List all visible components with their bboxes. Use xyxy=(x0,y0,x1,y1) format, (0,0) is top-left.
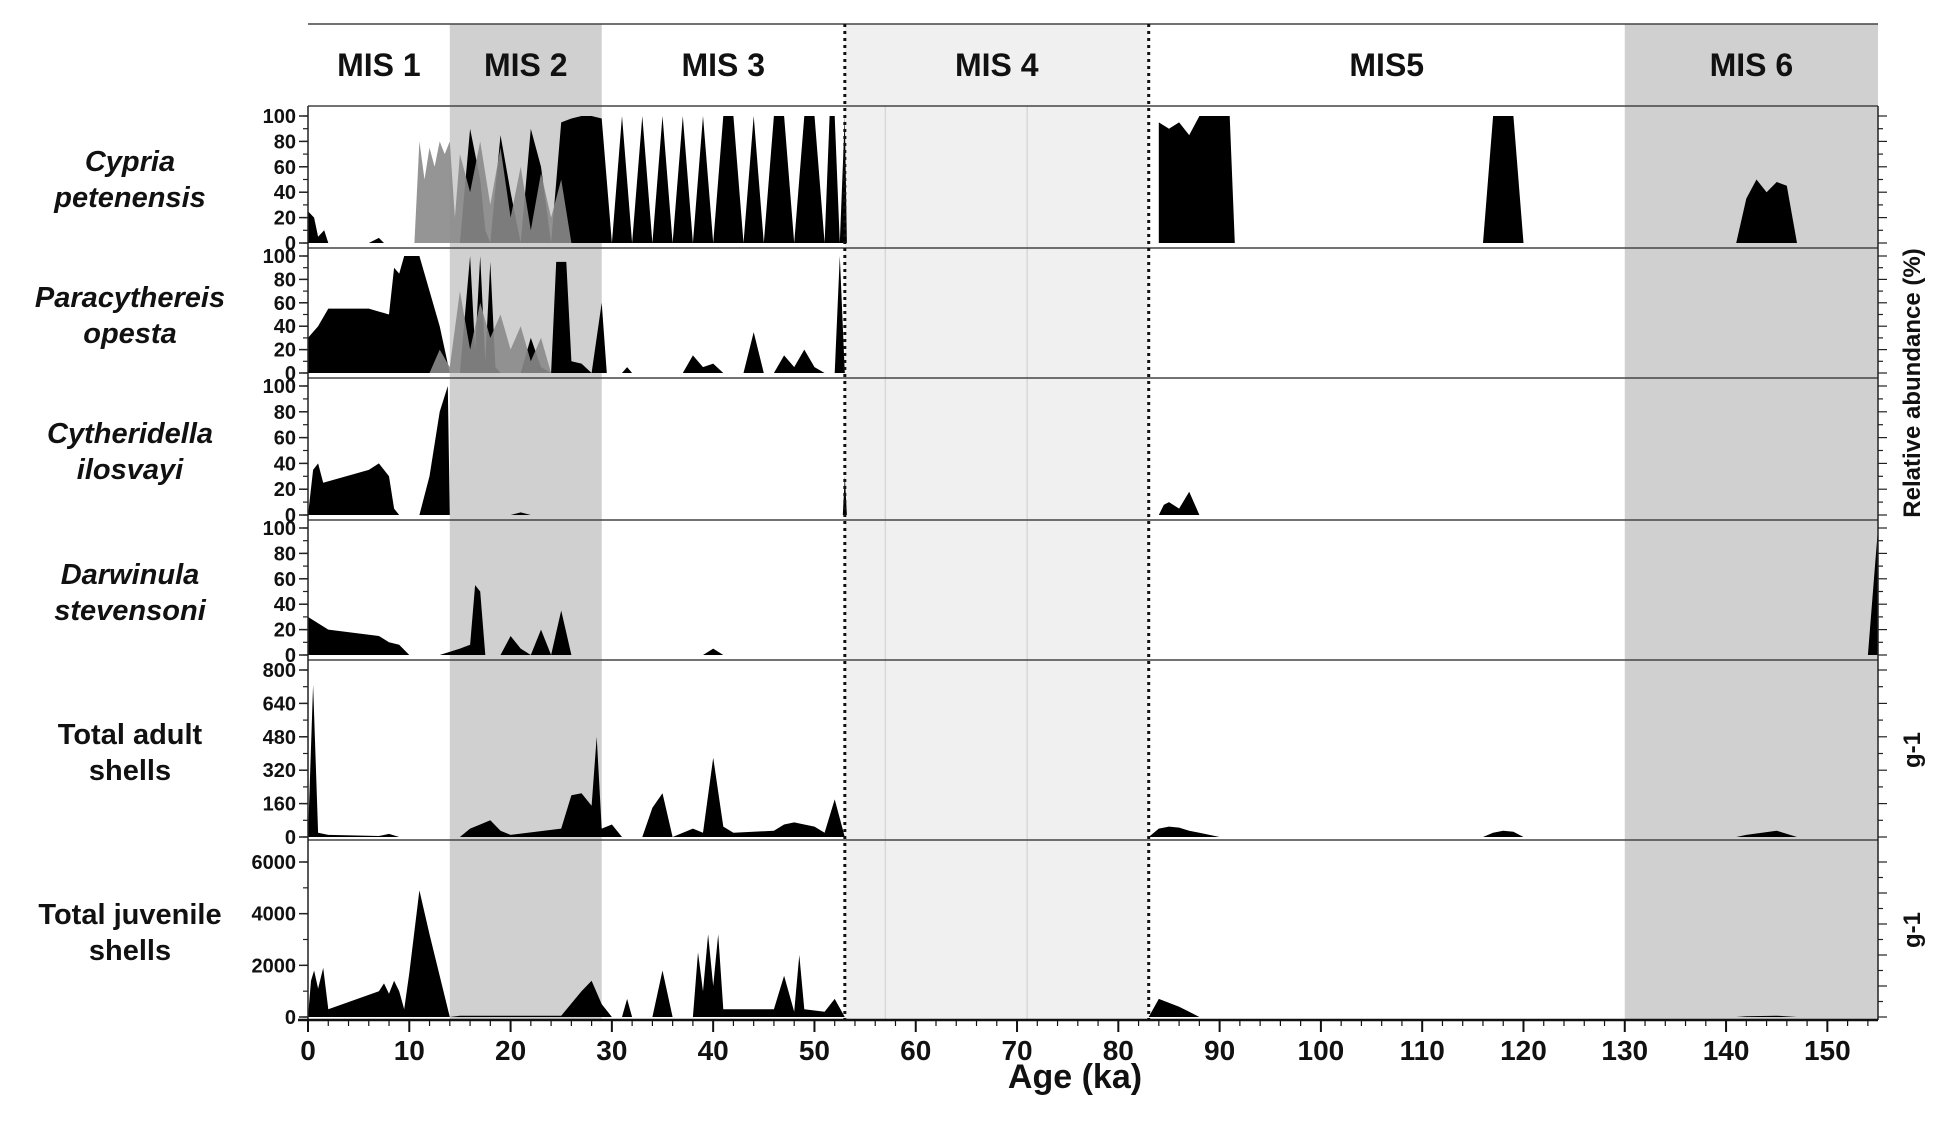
y-tick-label: 80 xyxy=(274,131,296,153)
panel-label: Paracythereis xyxy=(35,282,225,314)
x-tick-label: 110 xyxy=(1400,1035,1445,1066)
y-tick-label: 0 xyxy=(285,645,296,667)
y-tick-label: 480 xyxy=(263,727,296,749)
y-tick-label: 60 xyxy=(274,157,296,179)
x-axis-label: Age (ka) xyxy=(1008,1058,1142,1096)
series-area-0-2 xyxy=(414,141,572,243)
y-tick-label: 100 xyxy=(263,376,296,398)
panel-label: petenensis xyxy=(53,182,206,214)
panel-label: Total adult xyxy=(58,719,203,751)
panel-label: shells xyxy=(89,755,171,787)
stage-label: MIS5 xyxy=(1349,47,1424,83)
y-tick-label: 100 xyxy=(263,106,296,128)
stage-label: MIS 4 xyxy=(955,47,1039,83)
right-label-juvenile: g-1 xyxy=(1899,912,1926,948)
x-tick-label: 100 xyxy=(1298,1035,1345,1066)
y-tick-label: 0 xyxy=(285,233,296,255)
stage-shade-3 xyxy=(844,24,1149,1020)
x-tick-label: 150 xyxy=(1804,1035,1851,1066)
x-tick-label: 0 xyxy=(300,1035,316,1066)
stage-label: MIS 3 xyxy=(682,47,766,83)
y-tick-label: 40 xyxy=(274,182,296,204)
panel-label: Cypria xyxy=(85,146,175,178)
y-tick-label: 4000 xyxy=(252,904,297,926)
y-tick-label: 100 xyxy=(263,246,296,268)
series-area-1-0 xyxy=(308,256,845,373)
panel-label: opesta xyxy=(83,318,176,350)
panel-label: stevensoni xyxy=(54,595,206,627)
y-tick-label: 0 xyxy=(285,363,296,385)
x-tick-label: 130 xyxy=(1601,1035,1648,1066)
y-tick-label: 6000 xyxy=(252,852,297,874)
y-tick-label: 60 xyxy=(274,293,296,315)
y-tick-label: 100 xyxy=(263,518,296,540)
y-tick-label: 320 xyxy=(263,760,296,782)
y-tick-label: 60 xyxy=(274,428,296,450)
stage-shade-5 xyxy=(1624,24,1878,1020)
y-tick-label: 40 xyxy=(274,594,296,616)
y-tick-label: 80 xyxy=(274,543,296,565)
x-tick-label: 50 xyxy=(799,1035,830,1066)
panel-label: Total juvenile xyxy=(38,899,221,931)
y-tick-label: 640 xyxy=(263,693,296,715)
y-tick-label: 20 xyxy=(274,208,296,230)
y-tick-label: 2000 xyxy=(252,955,297,977)
y-tick-label: 160 xyxy=(263,794,296,816)
x-tick-label: 20 xyxy=(495,1035,526,1066)
y-tick-label: 40 xyxy=(274,316,296,338)
x-tick-label: 10 xyxy=(394,1035,425,1066)
y-tick-label: 0 xyxy=(285,1007,296,1029)
y-tick-label: 20 xyxy=(274,479,296,501)
axes-layer: 0204060801000204060801000204060801000204… xyxy=(252,24,1887,1066)
data-layer xyxy=(308,116,1878,1017)
y-tick-label: 800 xyxy=(263,660,296,682)
panel-labels: Cypria petenensis Paracythereis opesta Cythe… xyxy=(35,146,1926,967)
x-tick-label: 140 xyxy=(1703,1035,1750,1066)
series-area-0-0 xyxy=(308,211,384,243)
y-tick-label: 0 xyxy=(285,505,296,527)
series-area-1-1 xyxy=(429,291,552,373)
y-tick-label: 40 xyxy=(274,453,296,475)
panel-label: Darwinula xyxy=(61,559,200,591)
right-label-adult: g-1 xyxy=(1899,732,1926,768)
y-tick-label: 80 xyxy=(274,402,296,424)
stage-header: MIS 1 MIS 2 MIS 3 MIS 4 MIS5 MIS 6 xyxy=(308,23,1878,107)
series-area-0-1 xyxy=(459,116,1797,243)
right-label-relative: Relative abundance (%) xyxy=(1899,248,1926,517)
x-tick-label: 60 xyxy=(900,1035,931,1066)
panel-label: ilosvayi xyxy=(77,454,184,486)
y-tick-label: 60 xyxy=(274,569,296,591)
y-tick-label: 80 xyxy=(274,269,296,291)
x-tick-label: 70 xyxy=(1001,1035,1032,1066)
panel-label: shells xyxy=(89,935,171,967)
y-tick-label: 0 xyxy=(285,827,296,849)
stage-label: MIS 6 xyxy=(1710,47,1794,83)
x-tick-label: 120 xyxy=(1500,1035,1547,1066)
stage-label: MIS 1 xyxy=(337,47,421,83)
x-tick-label: 30 xyxy=(596,1035,627,1066)
y-tick-label: 20 xyxy=(274,340,296,362)
x-tick-label: 90 xyxy=(1204,1035,1235,1066)
panel-label: Cytheridella xyxy=(47,418,213,450)
y-tick-label: 20 xyxy=(274,620,296,642)
x-tick-label: 80 xyxy=(1103,1035,1134,1066)
x-tick-label: 40 xyxy=(698,1035,729,1066)
stage-label: MIS 2 xyxy=(484,47,568,83)
